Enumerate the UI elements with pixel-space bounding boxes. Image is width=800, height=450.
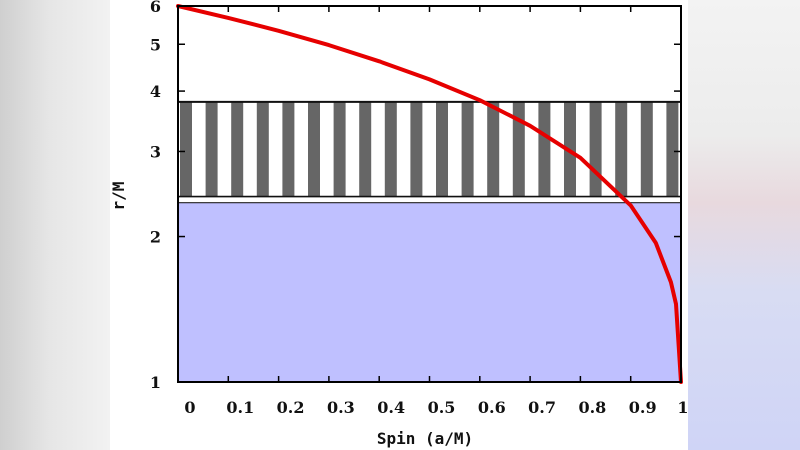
y-tick-label: 1 bbox=[150, 373, 161, 392]
band-stripe bbox=[640, 101, 653, 197]
background-right bbox=[688, 0, 800, 450]
band-stripe bbox=[308, 101, 320, 197]
x-tick-label: 0 bbox=[184, 398, 195, 417]
band-stripe bbox=[231, 101, 244, 197]
band-stripe bbox=[538, 101, 551, 197]
series-layer bbox=[176, 4, 683, 384]
x-tick-label: 0.8 bbox=[578, 398, 606, 417]
x-tick-label: 0.2 bbox=[277, 398, 305, 417]
y-tick-label: 4 bbox=[150, 82, 161, 101]
y-axis-label: r/M bbox=[109, 182, 128, 211]
band-stripe bbox=[282, 101, 295, 197]
striped-band bbox=[178, 100, 681, 198]
band-stripe bbox=[436, 101, 448, 197]
background-left bbox=[0, 0, 110, 450]
ticks-layer: 0 0.1 0.2 0.3 0.4 0.5 0.6 0.7 0.8 0.9 1 1 2 3 4 5 6 bbox=[150, 0, 689, 417]
y-tick-label: 3 bbox=[150, 142, 161, 161]
x-tick-label: 0.1 bbox=[226, 398, 254, 417]
band-stripe bbox=[384, 101, 397, 197]
y-tick-label: 6 bbox=[150, 0, 161, 16]
band-stripe bbox=[205, 101, 218, 197]
band-stripe bbox=[461, 101, 474, 197]
x-tick-label: 0.4 bbox=[377, 398, 405, 417]
x-tick-label: 0.6 bbox=[478, 398, 506, 417]
x-tick-label: 1 bbox=[677, 398, 688, 417]
band-stripe bbox=[256, 101, 269, 197]
band-stripe bbox=[487, 101, 500, 197]
x-axis-label: Spin (a/M) bbox=[377, 429, 473, 448]
series-line bbox=[176, 4, 683, 384]
y-tick-label: 2 bbox=[150, 228, 161, 247]
x-tick-label: 0.9 bbox=[629, 398, 657, 417]
band-stripe bbox=[333, 101, 346, 197]
y-tick-label: 5 bbox=[150, 35, 161, 54]
band-stripe bbox=[589, 101, 602, 197]
band-stripe bbox=[666, 101, 679, 197]
band-stripe bbox=[615, 101, 628, 197]
band-stripe bbox=[512, 101, 525, 197]
band-stripe bbox=[359, 101, 372, 197]
band-stripe bbox=[410, 101, 423, 197]
x-tick-label: 0.7 bbox=[528, 398, 556, 417]
bands-layer bbox=[178, 100, 681, 382]
x-tick-label: 0.5 bbox=[428, 398, 456, 417]
band-stripe bbox=[180, 101, 192, 197]
filled-band bbox=[178, 202, 681, 382]
x-tick-label: 0.3 bbox=[327, 398, 355, 417]
